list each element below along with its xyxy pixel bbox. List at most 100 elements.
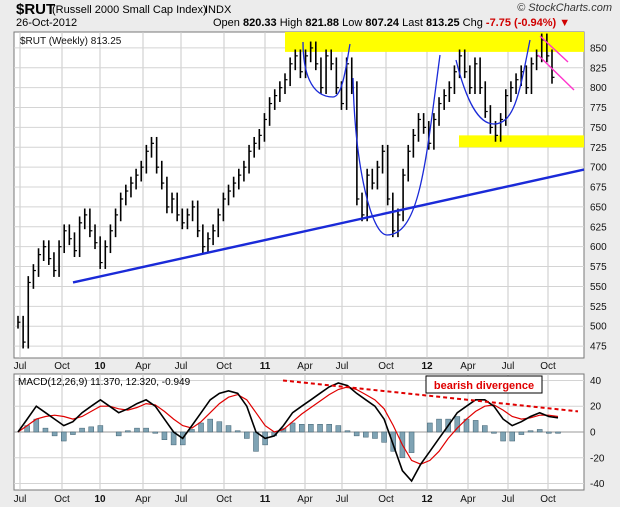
brand-watermark: © StockCharts.com [517,2,612,14]
macd-y-tick-label: -40 [590,479,605,490]
macd-histogram-bar [134,427,140,433]
down-arrow-icon: ▼ [559,17,571,29]
macd-histogram-bar [198,422,204,433]
open-label: Open [213,17,240,29]
handle-curve [455,39,531,125]
macd-histogram-bar [244,431,250,439]
macd-histogram-bar [491,431,497,434]
macd-histogram-bar [390,431,397,452]
macd-histogram-bar [500,431,506,442]
price-x-tick-label: Apr [297,361,313,372]
macd-x-tick-label: 12 [421,494,433,505]
macd-y-tick-label: 40 [590,376,602,387]
macd-histogram-bar [42,427,49,433]
price-x-tick-label: Apr [135,361,151,372]
price-x-tick-label: Oct [378,361,394,372]
macd-histogram-bar [509,431,515,442]
macd-histogram-bar [527,430,534,433]
macd-histogram-bar [225,425,232,433]
macd-histogram-bar [317,424,323,433]
price-x-tick-label: 10 [94,361,106,372]
support-trendline [72,168,585,284]
price-y-tick-label: 625 [590,222,607,233]
macd-histogram-bar [152,431,159,434]
macd-histogram-bar [335,425,342,433]
price-y-tick-label: 575 [590,262,607,273]
macd-histogram-bar [308,424,314,433]
price-x-tick-label: Jul [14,361,27,372]
macd-x-tick-label: Jul [336,494,349,505]
macd-histogram-bar [482,425,488,433]
price-x-tick-label: Apr [460,361,476,372]
last-value: 813.25 [425,17,460,29]
macd-histogram-bar [289,422,296,433]
macd-legend: MACD(12,26,9) 11.370, 12.320, -0.949 [18,377,191,388]
price-y-tick-label: 525 [590,302,607,313]
price-y-tick-label: 650 [590,202,607,213]
macd-histogram-bar [381,431,387,443]
high-label: High [279,17,303,29]
price-y-tick-label: 725 [590,143,607,154]
macd-histogram-bar [353,431,360,437]
macd-x-tick-label: Jul [14,494,27,505]
macd-histogram-bar [436,418,442,433]
macd-y-tick-label: 0 [590,428,596,439]
chart-date: 26-Oct-2012 [16,17,78,29]
last-label: Last [402,17,423,29]
macd-histogram-bar [427,422,433,433]
macd-x-tick-label: Oct [54,494,70,505]
macd-histogram-bar [70,431,76,435]
cup-curve [302,41,351,98]
macd-y-tick-label: 20 [590,402,602,413]
index-name: (Russell 2000 Small Cap Index) [52,4,207,16]
macd-x-tick-label: Apr [135,494,151,505]
macd-x-tick-label: Apr [297,494,313,505]
price-y-tick-label: 475 [590,342,607,353]
macd-histogram-bar [79,427,85,433]
low-label: Low [342,17,363,29]
macd-histogram-bar [88,426,94,433]
price-x-tick-label: Jul [336,361,349,372]
macd-histogram-bar [216,421,223,433]
macd-y-tick-label: -20 [590,453,605,464]
macd-histogram-bar [207,418,213,433]
macd-histogram-bar [518,431,525,435]
macd-x-tick-label: Jul [502,494,515,505]
price-x-tick-label: Jul [175,361,188,372]
price-panel [13,31,585,359]
price-y-tick-label: 775 [590,103,607,114]
symbol-title: $RUT [16,1,56,18]
price-y-tick-label: 600 [590,242,607,253]
price-x-tick-label: 12 [421,361,433,372]
wedge-upper-line [539,35,569,63]
macd-histogram-bar [454,416,461,433]
price-y-tick-label: 800 [590,83,607,94]
divergence-line [282,379,579,413]
resistance-zone-highlight [285,32,584,52]
divergence-label-box [425,375,543,394]
price-x-tick-label: Oct [216,361,232,372]
chg-label: Chg [462,17,483,29]
macd-histogram-bar [472,420,479,433]
macd-x-tick-label: Jul [175,494,188,505]
price-y-tick-label: 700 [590,163,607,174]
macd-histogram-bar [97,425,104,433]
price-x-tick-label: 11 [260,361,271,372]
macd-histogram-bar [189,429,195,433]
price-x-tick-label: Oct [54,361,70,372]
macd-histogram-bar [253,431,259,452]
price-y-tick-label: 750 [590,123,607,134]
price-y-tick-label: 675 [590,183,607,194]
macd-histogram-bar [326,424,332,433]
macd-x-tick-label: 10 [94,494,106,505]
macd-x-tick-label: Oct [540,494,556,505]
ohlc-readout: Open 820.33 High 821.88 Low 807.24 Last … [213,17,570,29]
macd-histogram-bar [344,430,351,433]
price-legend: $RUT (Weekly) 813.25 [20,36,122,47]
chg-value: -7.75 (-0.94%) [485,17,557,29]
macd-x-tick-label: Apr [460,494,476,505]
macd-histogram-bar [51,431,58,437]
wedge-lower-line [537,54,575,91]
divergence-label: bearish divergence [434,380,534,392]
